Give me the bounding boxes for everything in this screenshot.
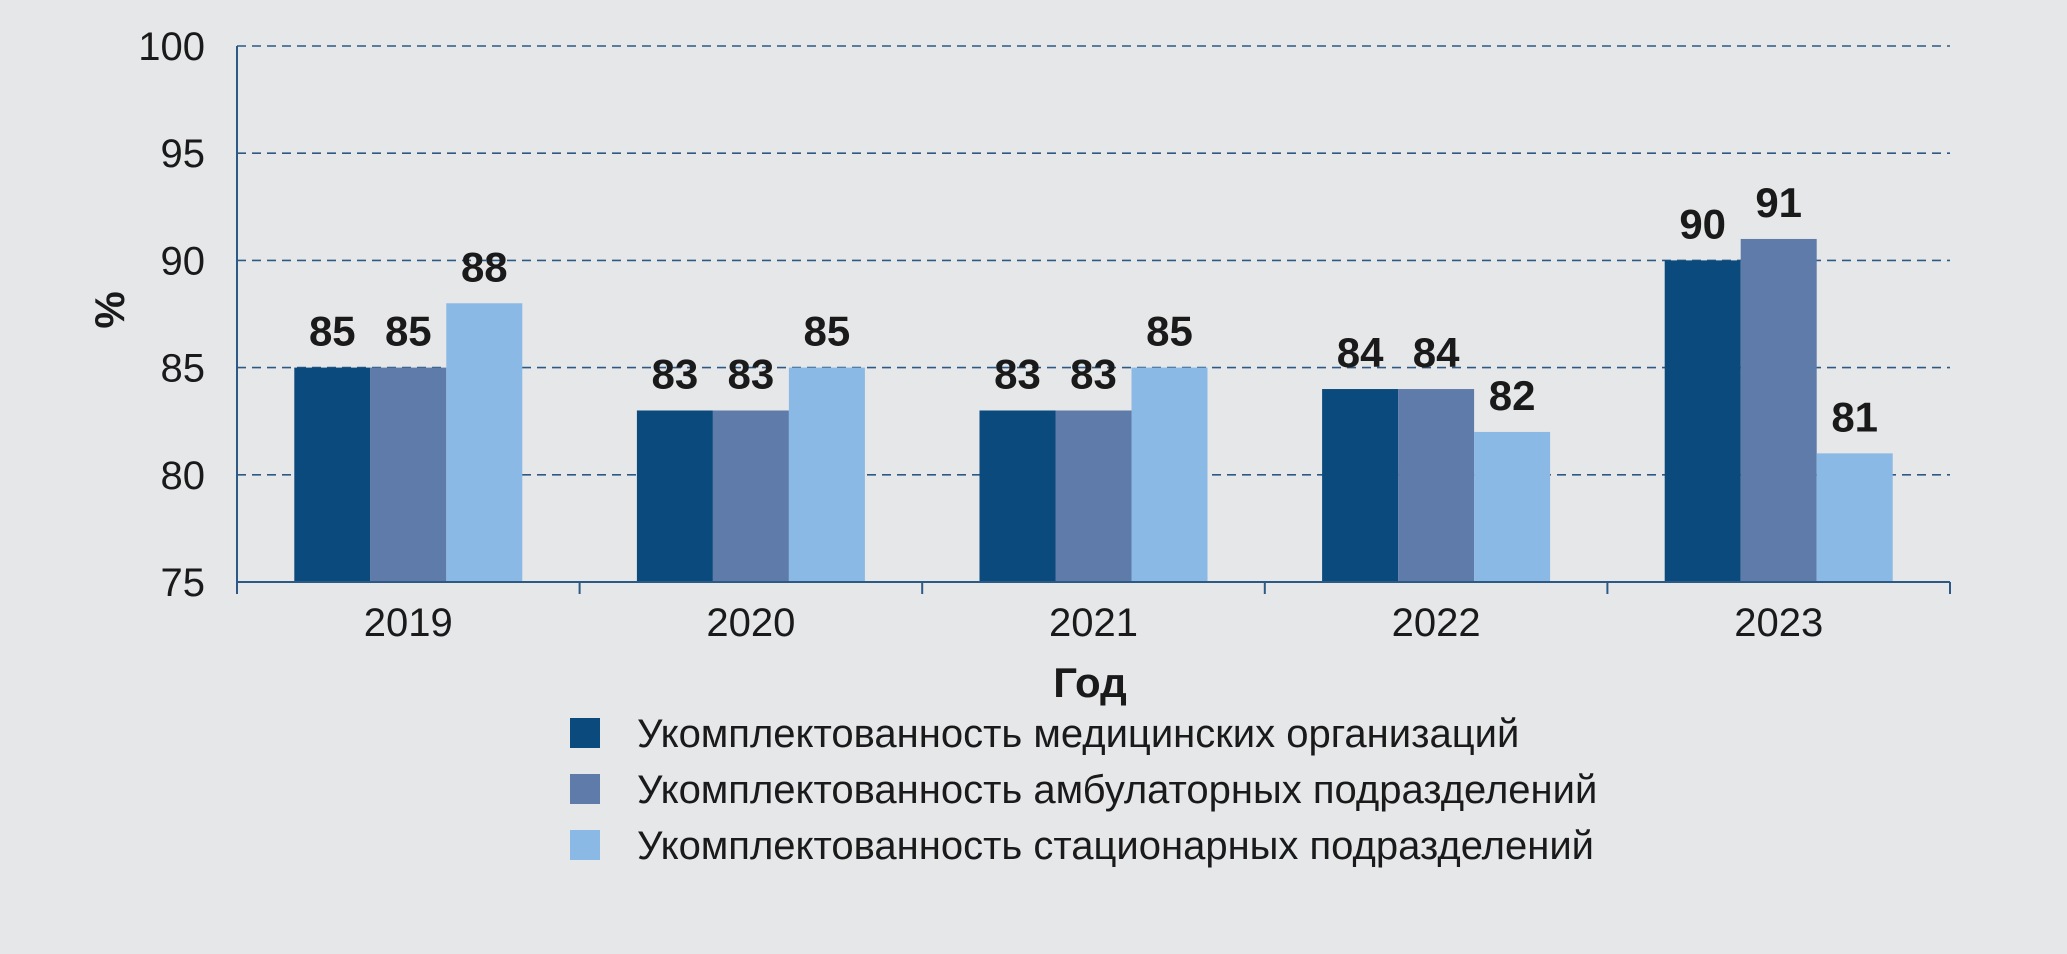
legend-label: Укомплектованность амбулаторных подразде… — [637, 768, 1597, 812]
x-tick-label: 2023 — [1734, 601, 1823, 645]
y-tick-label: 95 — [161, 132, 206, 176]
grid-lines — [237, 45, 1950, 476]
data-label: 84 — [1413, 329, 1460, 376]
y-tick-label: 75 — [161, 561, 206, 605]
data-label: 91 — [1755, 179, 1802, 226]
x-tick-label: 2019 — [364, 601, 453, 645]
y-tick-label: 85 — [161, 347, 206, 391]
data-label: 84 — [1337, 329, 1384, 376]
y-tick-label: 80 — [161, 454, 206, 498]
legend: Укомплектованность медицинских организац… — [570, 712, 1597, 868]
x-axis-title: Год — [1053, 659, 1126, 706]
bar — [1740, 238, 1817, 582]
data-label: 83 — [994, 350, 1041, 397]
data-label: 83 — [728, 350, 775, 397]
bar — [1055, 410, 1132, 582]
y-axis-title: % — [86, 291, 133, 328]
bar — [788, 367, 865, 582]
x-tick-label: 2022 — [1392, 601, 1481, 645]
bar — [1816, 453, 1893, 582]
bar — [294, 367, 371, 582]
x-tick-label: 2020 — [706, 601, 795, 645]
bars — [294, 238, 1893, 582]
bar — [1474, 431, 1551, 582]
data-label: 83 — [652, 350, 699, 397]
y-tick-label: 90 — [161, 239, 206, 283]
data-label: 85 — [385, 308, 432, 355]
data-label: 83 — [1070, 350, 1117, 397]
bar — [636, 410, 713, 582]
bar — [1131, 367, 1208, 582]
data-label: 85 — [1146, 308, 1193, 355]
bar — [979, 410, 1056, 582]
data-labels: 85 85 88 83 83 85 83 83 85 84 84 82 90 91 81 — [309, 179, 1878, 440]
legend-swatch — [570, 718, 600, 748]
data-label: 90 — [1679, 200, 1726, 247]
data-label: 82 — [1489, 372, 1536, 419]
legend-swatch — [570, 830, 600, 860]
data-label: 85 — [309, 308, 356, 355]
axes: 75 80 85 90 95 100 2019 2020 2021 2022 2023 — [138, 25, 1951, 645]
data-label: 85 — [804, 308, 851, 355]
bar — [1664, 260, 1741, 582]
data-label: 88 — [461, 243, 508, 290]
legend-label: Укомплектованность медицинских организац… — [637, 712, 1519, 756]
x-tick-label: 2021 — [1049, 601, 1138, 645]
bar — [446, 303, 523, 582]
legend-swatch — [570, 774, 600, 804]
bar — [1322, 389, 1399, 582]
y-tick-label: 100 — [138, 25, 205, 69]
bar — [1398, 389, 1475, 582]
data-label: 81 — [1831, 393, 1878, 440]
legend-label: Укомплектованность стационарных подразде… — [637, 824, 1594, 868]
bar — [370, 367, 447, 582]
bar — [712, 410, 789, 582]
